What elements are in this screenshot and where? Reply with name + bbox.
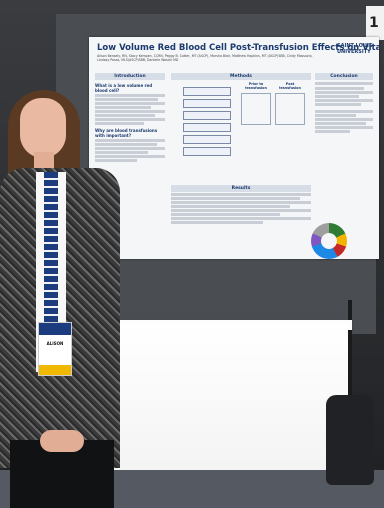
flow-box bbox=[183, 123, 231, 132]
results-body bbox=[171, 193, 311, 224]
intro-question-2: Why are blood transfusions with importan… bbox=[95, 128, 158, 138]
poster-number: 1 bbox=[369, 15, 379, 31]
institution-logo: SAINT LOUIS UNIVERSITY bbox=[337, 43, 373, 55]
conclusion-body bbox=[315, 82, 373, 133]
research-poster: Low Volume Red Blood Cell Post-Transfusi… bbox=[89, 37, 379, 259]
poster-number-sign: 1 bbox=[366, 6, 384, 40]
table-header-post: Post transfusion bbox=[279, 82, 301, 90]
poster-title: Low Volume Red Blood Cell Post-Transfusi… bbox=[97, 43, 379, 53]
presenter: ALISON bbox=[0, 60, 150, 508]
badge-name: ALISON bbox=[46, 341, 64, 346]
backpack bbox=[326, 395, 374, 485]
table-column-prior: Prior to transfusion bbox=[241, 82, 271, 125]
badge-header bbox=[39, 323, 71, 335]
intro-question-1: What is a low volume red blood cell? bbox=[95, 83, 153, 93]
results-section: Results bbox=[171, 185, 311, 225]
intro-body-1 bbox=[95, 94, 165, 125]
display-pole bbox=[348, 300, 352, 470]
introduction-header: Introduction bbox=[95, 73, 165, 80]
donut-chart bbox=[311, 223, 347, 259]
results-header: Results bbox=[171, 185, 311, 192]
methods-header: Methods bbox=[171, 73, 311, 80]
flow-box bbox=[183, 99, 231, 108]
conclusion-header: Conclusion bbox=[315, 73, 373, 80]
name-badge: ALISON bbox=[38, 322, 72, 376]
methods-flowchart bbox=[175, 83, 237, 167]
poster-authors: Alison Bensely, RN, Stacy Kempen, CCRN, … bbox=[97, 54, 313, 62]
table-header-prior: Prior to transfusion bbox=[245, 82, 267, 90]
conclusion-column: Conclusion bbox=[315, 73, 373, 253]
flow-box bbox=[183, 147, 231, 156]
table-column-post: Post transfusion bbox=[275, 82, 305, 125]
introduction-column: Introduction What is a low volume red bl… bbox=[95, 73, 165, 253]
badge-footer bbox=[39, 365, 71, 375]
flow-box bbox=[183, 135, 231, 144]
clasped-hands bbox=[40, 430, 84, 452]
face bbox=[20, 98, 66, 158]
flow-box bbox=[183, 111, 231, 120]
flow-box bbox=[183, 87, 231, 96]
lanyard bbox=[44, 172, 58, 352]
methods-table: Prior to transfusion Post transfusion bbox=[241, 82, 307, 133]
methods-column: Methods Prior to transfusion Post transf… bbox=[171, 73, 311, 253]
intro-body-2 bbox=[95, 139, 165, 162]
